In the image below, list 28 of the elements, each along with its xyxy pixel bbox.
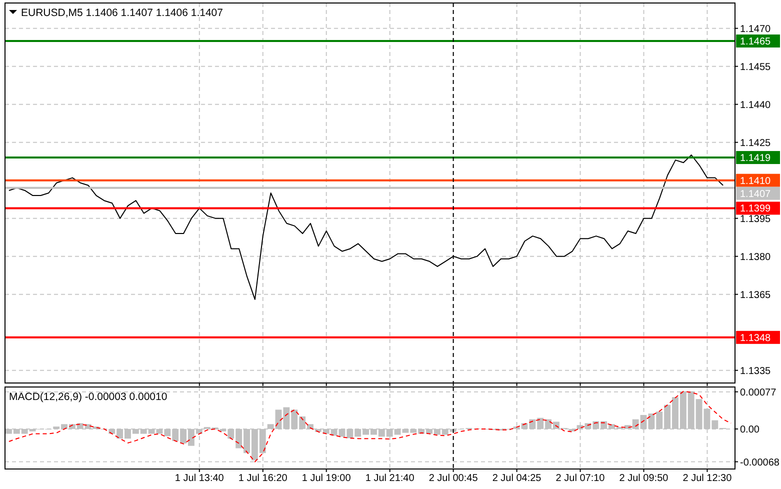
ref-line-label: 1.1419	[740, 153, 772, 164]
x-tick-label: 1 Jul 16:20	[238, 473, 288, 484]
y-tick-label: 1.1365	[740, 290, 772, 301]
y-tick-label: 1.1425	[740, 138, 772, 149]
y-tick-label: 1.1380	[740, 252, 772, 263]
y-tick-label: 1.1440	[740, 100, 772, 111]
ref-line-label: 1.1465	[740, 36, 772, 48]
ref-line-label: 1.1407	[740, 188, 772, 200]
x-tick-label: 2 Jul 00:45	[428, 473, 478, 484]
x-tick-label: 1 Jul 19:00	[302, 473, 352, 484]
y-tick-label: 1.1455	[740, 62, 772, 73]
x-tick-label: 2 Jul 09:50	[619, 473, 669, 484]
x-tick-label: 1 Jul 21:40	[365, 473, 415, 484]
y-tick-label: 1.1395	[740, 214, 772, 225]
y-tick-label: 0.00	[740, 424, 760, 436]
x-tick-label: 2 Jul 04:25	[492, 473, 542, 484]
chart-title: MACD(12,26,9) -0.00003 0.00010	[9, 391, 168, 403]
ref-line-label: 1.1399	[740, 204, 772, 215]
x-tick-label: 1 Jul 13:40	[174, 473, 224, 484]
y-tick-label: -0.00068	[740, 457, 780, 468]
y-tick-label: 0.00077	[740, 387, 777, 398]
chart-title: EURUSD,M5 1.1406 1.1407 1.1406 1.1407	[21, 7, 224, 19]
x-tick-label: 2 Jul 07:10	[556, 473, 606, 484]
ref-line-label: 1.1348	[740, 332, 772, 344]
y-tick-label: 1.1335	[740, 366, 772, 377]
y-tick-label: 1.1470	[740, 24, 772, 35]
ref-line-label: 1.1410	[740, 176, 772, 187]
x-tick-label: 2 Jul 12:30	[682, 473, 732, 484]
